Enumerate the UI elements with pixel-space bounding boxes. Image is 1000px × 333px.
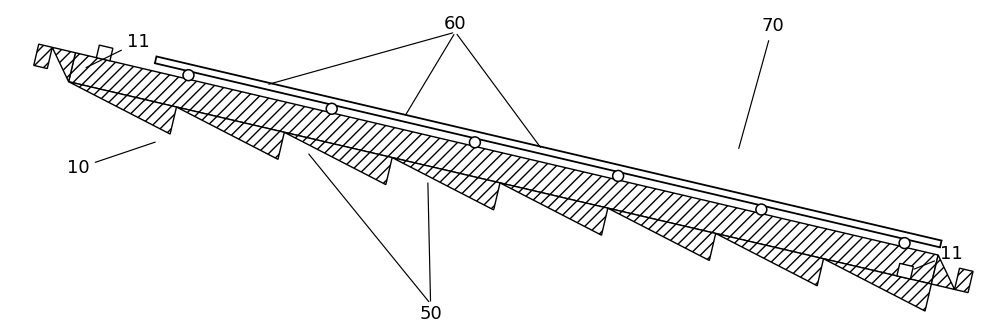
Polygon shape [96,45,113,61]
Polygon shape [608,208,716,260]
Circle shape [183,70,194,81]
Polygon shape [284,132,392,184]
Circle shape [326,103,337,114]
Text: 11: 11 [86,33,149,68]
Polygon shape [69,53,938,284]
Circle shape [469,137,480,148]
Circle shape [613,170,624,181]
Polygon shape [716,233,824,286]
Text: 50: 50 [419,305,442,323]
Text: 70: 70 [739,17,784,149]
Polygon shape [897,263,913,279]
Circle shape [899,238,910,248]
Polygon shape [176,107,284,159]
Polygon shape [500,183,608,235]
Text: 60: 60 [444,15,467,33]
Polygon shape [392,158,500,210]
Polygon shape [931,255,973,293]
Text: 11: 11 [914,245,963,269]
Polygon shape [69,82,176,134]
Circle shape [756,204,767,215]
Polygon shape [824,259,931,311]
Polygon shape [34,44,75,82]
Text: 10: 10 [67,142,155,177]
Polygon shape [155,57,942,247]
